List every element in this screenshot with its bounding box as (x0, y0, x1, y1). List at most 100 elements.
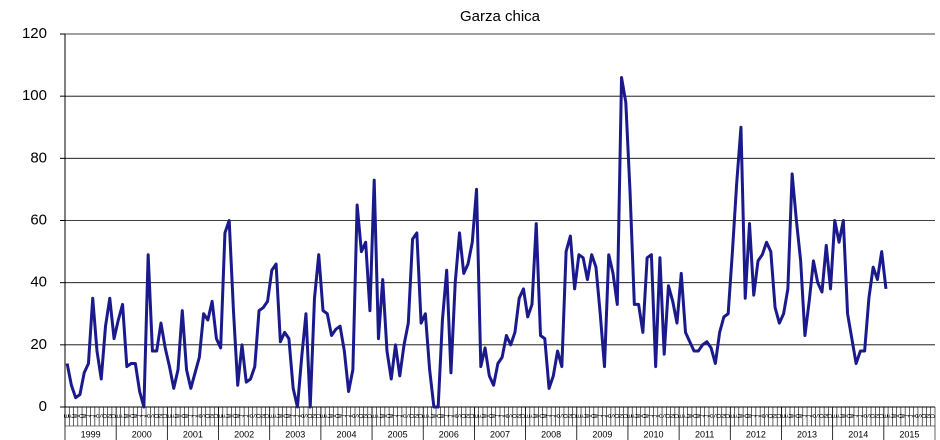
x-tick-label: A (299, 414, 305, 418)
x-tick-label: F (837, 414, 843, 418)
x-tick-label: J (444, 415, 450, 418)
x-tick-label: M (338, 414, 344, 419)
x-tick-label: E (832, 414, 838, 418)
x-tick-label: O (461, 413, 467, 418)
x-tick-label: E (372, 414, 378, 418)
y-tick-label: 120 (22, 25, 47, 42)
x-tick-label: E (167, 414, 173, 418)
x-tick-label: O (871, 413, 877, 418)
x-tick-label: A (538, 414, 544, 418)
x-tick-label: M (184, 414, 190, 419)
x-tick-label: J (295, 415, 301, 418)
x-tick-label: E (730, 414, 736, 418)
year-label: 2011 (695, 429, 714, 439)
x-tick-label: M (491, 414, 497, 419)
x-tick-label: S (764, 414, 770, 418)
x-tick-label: J (551, 415, 557, 418)
x-tick-label: N (107, 414, 113, 418)
x-tick-label: M (440, 414, 446, 419)
x-tick-label: N (414, 414, 420, 418)
x-tick-label: F (325, 414, 331, 418)
x-tick-label: E (269, 414, 275, 418)
x-tick-label: N (721, 414, 727, 418)
x-tick-label: A (436, 414, 442, 418)
x-tick-label: J (240, 415, 246, 418)
x-tick-label: J (137, 415, 143, 418)
chart-title: Garza chica (460, 8, 541, 25)
x-tick-label: S (815, 414, 821, 418)
x-tick-label: D (930, 413, 936, 418)
x-tick-label: A (95, 414, 101, 418)
x-tick-label: D (214, 413, 220, 418)
x-tick-label: E (474, 414, 480, 418)
x-tick-label: S (304, 414, 310, 418)
x-tick-label: A (760, 414, 766, 418)
x-tick-label: E (884, 414, 890, 418)
x-tick-label: A (385, 414, 391, 418)
x-tick-label: M (798, 414, 804, 419)
x-tick-label: S (150, 414, 156, 418)
x-tick-label: J (346, 415, 352, 418)
x-tick-label: M (790, 414, 796, 419)
x-tick-label: F (888, 414, 894, 418)
x-tick-label: D (675, 413, 681, 418)
x-tick-label: M (585, 414, 591, 419)
x-tick-label: A (129, 414, 135, 418)
x-tick-label: M (133, 414, 139, 419)
x-tick-label: S (611, 414, 617, 418)
x-tick-label: N (363, 414, 369, 418)
x-tick-label: D (470, 413, 476, 418)
x-tick-label: J (86, 415, 92, 418)
x-tick-label: F (683, 414, 689, 418)
x-tick-label: N (159, 414, 165, 418)
x-tick-label: N (926, 414, 932, 418)
x-tick-label: M (841, 414, 847, 419)
x-tick-label: J (704, 415, 710, 418)
x-tick-label: F (274, 414, 280, 418)
x-tick-label: J (756, 415, 762, 418)
y-tick-label: 80 (30, 149, 47, 166)
y-tick-label: 0 (39, 398, 47, 415)
x-tick-label: D (623, 413, 629, 418)
x-tick-label: F (734, 414, 740, 418)
year-label: 2005 (388, 429, 408, 439)
x-tick-label: A (197, 414, 203, 418)
x-tick-label: J (803, 415, 809, 418)
x-tick-label: E (525, 414, 531, 418)
x-tick-label: M (636, 414, 642, 419)
x-tick-label: F (530, 414, 536, 418)
x-tick-label: N (773, 414, 779, 418)
x-tick-label: M (176, 414, 182, 419)
x-tick-label: A (282, 414, 288, 418)
x-tick-label: O (564, 413, 570, 418)
x-tick-label: J (807, 415, 813, 418)
x-tick-label: J (500, 415, 506, 418)
x-tick-label: O (922, 413, 928, 418)
x-tick-label: J (653, 415, 659, 418)
x-tick-label: A (453, 414, 459, 418)
x-tick-label: A (658, 414, 664, 418)
x-tick-label: S (457, 414, 463, 418)
x-tick-label: O (666, 413, 672, 418)
x-tick-label: J (602, 415, 608, 418)
x-tick-label: A (896, 414, 902, 418)
x-tick-label: N (824, 414, 830, 418)
x-tick-label: F (478, 414, 484, 418)
x-tick-label: N (875, 414, 881, 418)
x-tick-label: O (768, 413, 774, 418)
year-label: 2006 (439, 429, 459, 439)
x-tick-label: N (517, 414, 523, 418)
x-tick-label: M (739, 414, 745, 419)
x-tick-label: M (483, 414, 489, 419)
x-tick-label: E (576, 414, 582, 418)
x-tick-label: A (692, 414, 698, 418)
x-tick-label: F (632, 414, 638, 418)
x-tick-label: E (628, 414, 634, 418)
x-tick-label: J (854, 415, 860, 418)
x-tick-label: A (862, 414, 868, 418)
x-tick-label: A (709, 414, 715, 418)
year-label: 2003 (285, 429, 305, 439)
x-tick-label: A (811, 414, 817, 418)
x-tick-label: F (376, 414, 382, 418)
x-tick-label: D (265, 413, 271, 418)
